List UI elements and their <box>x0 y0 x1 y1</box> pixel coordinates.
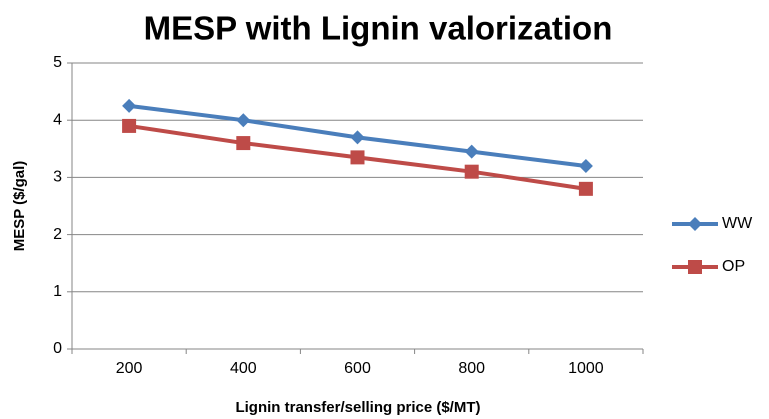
chart-title: MESP with Lignin valorization <box>144 10 613 47</box>
x-tick-label: 600 <box>344 360 371 377</box>
data-point <box>350 130 365 145</box>
data-point <box>122 98 137 113</box>
y-tick-label: 5 <box>53 54 62 71</box>
data-point <box>464 144 479 159</box>
data-point <box>236 113 251 128</box>
data-point <box>350 150 365 165</box>
x-tick-label: 200 <box>116 360 143 377</box>
x-tick-label: 1000 <box>568 360 604 377</box>
y-axis-title: MESP ($/gal) <box>11 161 28 252</box>
legend-marker <box>688 260 702 274</box>
x-tick-label: 400 <box>230 360 257 377</box>
legend-label: OP <box>722 258 745 275</box>
x-tick-label: 800 <box>458 360 485 377</box>
y-tick-label: 1 <box>53 283 62 300</box>
legend-marker <box>688 217 702 231</box>
y-tick-label: 3 <box>53 169 62 186</box>
data-point <box>236 136 251 151</box>
y-tick-label: 4 <box>53 111 62 128</box>
x-axis-title: Lignin transfer/selling price ($/MT) <box>235 399 480 416</box>
y-tick-label: 2 <box>53 226 62 243</box>
data-point <box>122 118 137 133</box>
data-point <box>464 164 479 179</box>
legend-label: WW <box>722 215 753 232</box>
data-point <box>578 158 593 173</box>
data-point <box>578 181 593 196</box>
y-tick-label: 0 <box>53 340 62 357</box>
